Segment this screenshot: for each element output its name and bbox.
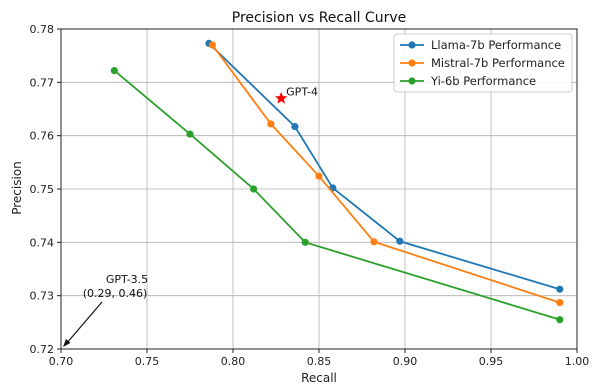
legend-label: Mistral-7b Performance: [431, 56, 565, 70]
legend-box: [393, 33, 573, 93]
gpt4-label: GPT-4: [286, 85, 318, 98]
legend: Llama-7b Performance Mistral-7b Performan…: [393, 33, 573, 93]
x-tick-label: 0.75: [135, 355, 160, 368]
data-point: [396, 237, 404, 245]
x-tick-label: 1.00: [565, 355, 590, 368]
y-axis-title: Precision: [10, 161, 24, 215]
x-axis-title: Recall: [301, 371, 337, 385]
gpt35-arrow-shaft: [65, 301, 103, 345]
y-tick-label: 0.76: [30, 130, 55, 143]
data-point: [556, 285, 564, 293]
data-point: [556, 299, 564, 307]
y-tick-label: 0.75: [30, 183, 55, 196]
data-point: [186, 130, 194, 138]
legend-marker: [408, 41, 416, 49]
legend-marker: [408, 59, 416, 67]
annotation-layer: GPT-4 GPT-3.5(0.29, 0.46): [63, 85, 318, 347]
y-tick-label: 0.72: [30, 343, 55, 356]
x-tick-label: 0.85: [307, 355, 332, 368]
data-point: [301, 238, 309, 246]
legend-label: Yi-6b Performance: [430, 74, 536, 88]
data-point: [208, 41, 216, 49]
data-point: [315, 172, 323, 180]
y-tick-label: 0.78: [30, 23, 55, 36]
data-point: [267, 120, 275, 128]
data-point: [110, 67, 118, 75]
legend-marker: [408, 77, 416, 85]
data-point: [370, 238, 378, 246]
y-tick-label: 0.74: [30, 236, 55, 249]
data-point: [556, 316, 564, 324]
series-layer: [110, 39, 564, 324]
series-line: [113, 69, 561, 321]
gpt35-label: GPT-3.5: [106, 273, 148, 286]
y-tick-label: 0.77: [30, 76, 55, 89]
x-tick-label: 0.80: [221, 355, 246, 368]
x-tick-label: 0.70: [49, 355, 74, 368]
y-tick-label: 0.73: [30, 290, 55, 303]
series-1: [208, 41, 564, 307]
x-tick-label: 0.95: [479, 355, 504, 368]
data-point: [291, 123, 299, 131]
data-point: [250, 185, 258, 193]
x-tick-label: 0.90: [393, 355, 418, 368]
legend-label: Llama-7b Performance: [431, 38, 561, 52]
gpt35-arrow-head: [63, 338, 71, 347]
tick-layer: 0.70 0.75 0.80 0.85 0.90 0.95 1.00 0.72 0.73 0.74…: [30, 23, 590, 368]
chart-title: Precision vs Recall Curve: [232, 10, 406, 26]
gpt35-coords-label: (0.29, 0.46): [83, 287, 148, 300]
gpt4-star-marker: [274, 91, 288, 104]
series-2: [110, 67, 564, 324]
